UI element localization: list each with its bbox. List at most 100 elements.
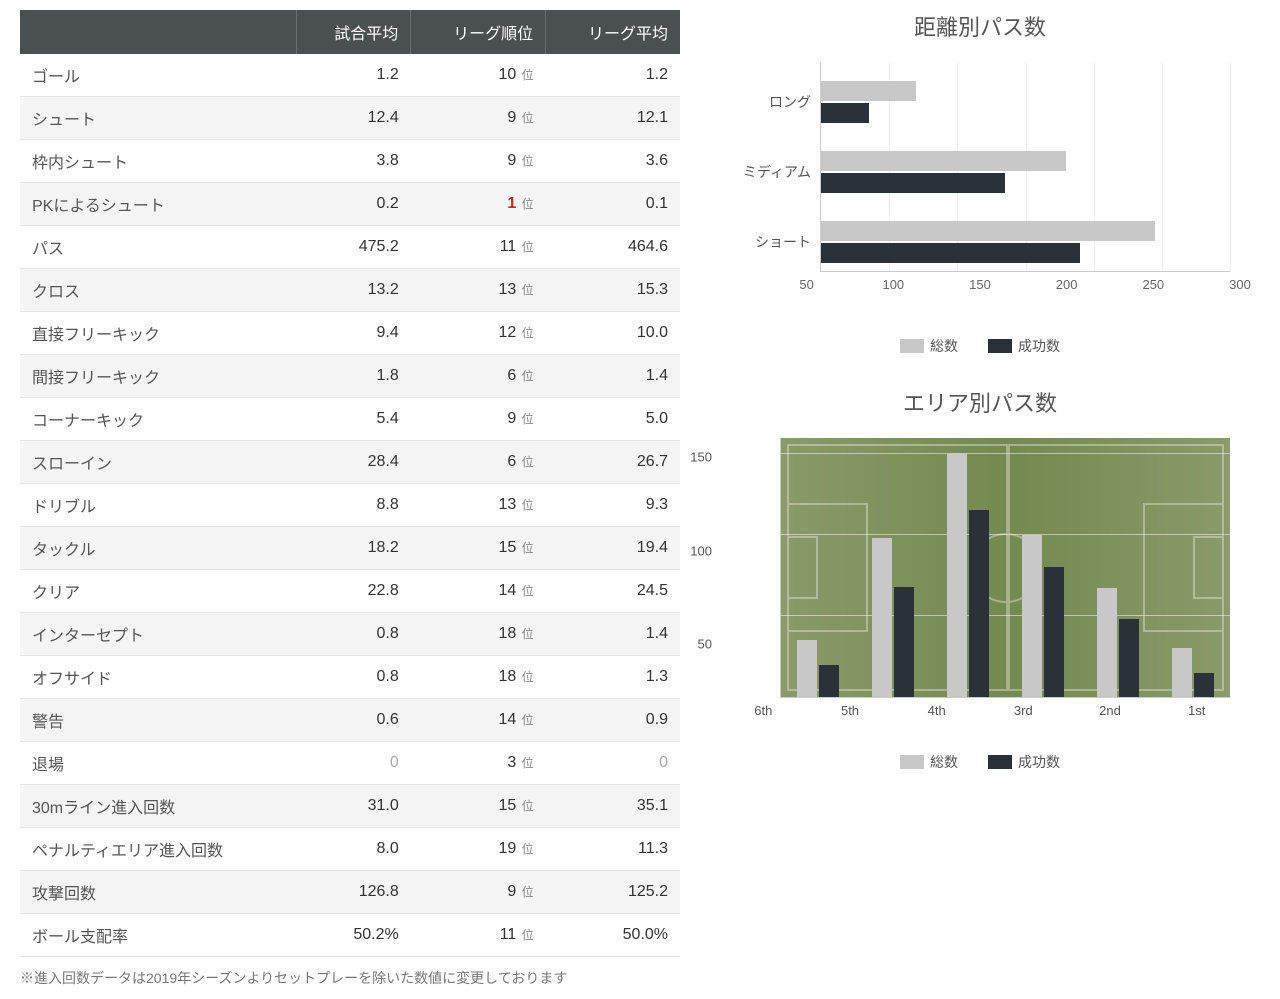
stat-avg: 22.8 [296, 570, 410, 613]
stat-league: 15.3 [546, 269, 680, 312]
x-tick-label: 200 [1056, 277, 1078, 292]
stat-league: 11.3 [546, 828, 680, 871]
table-row: シュート12.49 位12.1 [20, 97, 680, 140]
stat-rank: 3 位 [411, 742, 546, 785]
stat-league: 50.0% [546, 914, 680, 957]
bar [969, 510, 989, 697]
stat-label: PKによるシュート [20, 183, 296, 226]
stat-rank: 9 位 [411, 871, 546, 914]
bar-group: ロング [821, 72, 1230, 132]
stat-league: 0.9 [546, 699, 680, 742]
bar-group: ショート [821, 212, 1230, 272]
bar [821, 243, 1080, 263]
table-row: クロス13.213 位15.3 [20, 269, 680, 312]
stat-rank: 9 位 [411, 140, 546, 183]
stat-label: 攻撃回数 [20, 871, 296, 914]
x-tick-label: 4th [928, 703, 946, 718]
stat-avg: 8.0 [296, 828, 410, 871]
table-row: 警告0.614 位0.9 [20, 699, 680, 742]
stat-league: 464.6 [546, 226, 680, 269]
x-tick-label: 3rd [1014, 703, 1033, 718]
legend-total: 総数 [900, 336, 958, 356]
stat-rank: 13 位 [411, 484, 546, 527]
bar [821, 151, 1066, 171]
x-tick-label: 150 [969, 277, 991, 292]
stat-league: 1.3 [546, 656, 680, 699]
table-row: オフサイド0.818 位1.3 [20, 656, 680, 699]
stat-avg: 13.2 [296, 269, 410, 312]
bar-group [871, 538, 915, 697]
stat-avg: 18.2 [296, 527, 410, 570]
bar [819, 665, 839, 698]
stat-label: 枠内シュート [20, 140, 296, 183]
stat-avg: 50.2% [296, 914, 410, 957]
stat-avg: 0 [296, 742, 410, 785]
pitch-background [781, 438, 1230, 697]
col-header-avg: 試合平均 [296, 10, 410, 54]
stat-label: パス [20, 226, 296, 269]
stat-league: 3.6 [546, 140, 680, 183]
stat-league: 1.2 [546, 54, 680, 97]
bar [1044, 567, 1064, 697]
stat-league: 35.1 [546, 785, 680, 828]
category-label: ミディアム [731, 162, 821, 182]
stat-rank: 11 位 [411, 914, 546, 957]
bar [1097, 588, 1117, 697]
stat-label: 直接フリーキック [20, 312, 296, 355]
stat-label: ボール支配率 [20, 914, 296, 957]
bar-group [796, 640, 840, 697]
y-tick-label: 150 [690, 449, 720, 464]
table-row: ゴール1.210 位1.2 [20, 54, 680, 97]
table-row: 30mライン進入回数31.015 位35.1 [20, 785, 680, 828]
bar-group [946, 453, 990, 697]
stat-label: クリア [20, 570, 296, 613]
bar [821, 81, 916, 101]
stat-label: ドリブル [20, 484, 296, 527]
bar [821, 103, 869, 123]
col-header-rank: リーグ順位 [411, 10, 546, 54]
table-row: ボール支配率50.2%11 位50.0% [20, 914, 680, 957]
stat-rank: 9 位 [411, 97, 546, 140]
stat-rank: 13 位 [411, 269, 546, 312]
pass-area-chart: エリア別パス数 501001506th5th4th3rd2nd1st 総数 成功… [720, 386, 1240, 772]
stat-rank: 14 位 [411, 699, 546, 742]
stat-label: 退場 [20, 742, 296, 785]
stat-rank: 1 位 [411, 183, 546, 226]
category-label: ロング [731, 92, 821, 112]
stat-label: スローイン [20, 441, 296, 484]
table-row: クリア22.814 位24.5 [20, 570, 680, 613]
stat-avg: 0.8 [296, 613, 410, 656]
stat-rank: 14 位 [411, 570, 546, 613]
chart-title: エリア別パス数 [720, 386, 1240, 418]
stat-rank: 19 位 [411, 828, 546, 871]
stat-label: コーナーキック [20, 398, 296, 441]
col-header-stat [20, 10, 296, 54]
stat-avg: 5.4 [296, 398, 410, 441]
bar [797, 640, 817, 697]
table-row: ドリブル8.813 位9.3 [20, 484, 680, 527]
stat-avg: 9.4 [296, 312, 410, 355]
stat-avg: 28.4 [296, 441, 410, 484]
x-tick-label: 300 [1229, 277, 1251, 292]
stat-league: 12.1 [546, 97, 680, 140]
legend-success: 成功数 [988, 752, 1060, 772]
stat-avg: 0.2 [296, 183, 410, 226]
stat-league: 9.3 [546, 484, 680, 527]
stat-league: 19.4 [546, 527, 680, 570]
x-tick-label: 250 [1142, 277, 1164, 292]
x-tick-label: 100 [882, 277, 904, 292]
bar [821, 221, 1155, 241]
table-row: インターセプト0.818 位1.4 [20, 613, 680, 656]
stat-label: 間接フリーキック [20, 355, 296, 398]
chart-title: 距離別パス数 [720, 10, 1240, 42]
category-label: ショート [731, 232, 821, 252]
x-tick-label: 50 [799, 277, 813, 292]
legend-total: 総数 [900, 752, 958, 772]
bar-group [1096, 588, 1140, 697]
bar [1172, 648, 1192, 697]
stat-label: ゴール [20, 54, 296, 97]
stat-avg: 126.8 [296, 871, 410, 914]
col-header-league: リーグ平均 [546, 10, 680, 54]
table-header-row: 試合平均 リーグ順位 リーグ平均 [20, 10, 680, 54]
stat-league: 0 [546, 742, 680, 785]
